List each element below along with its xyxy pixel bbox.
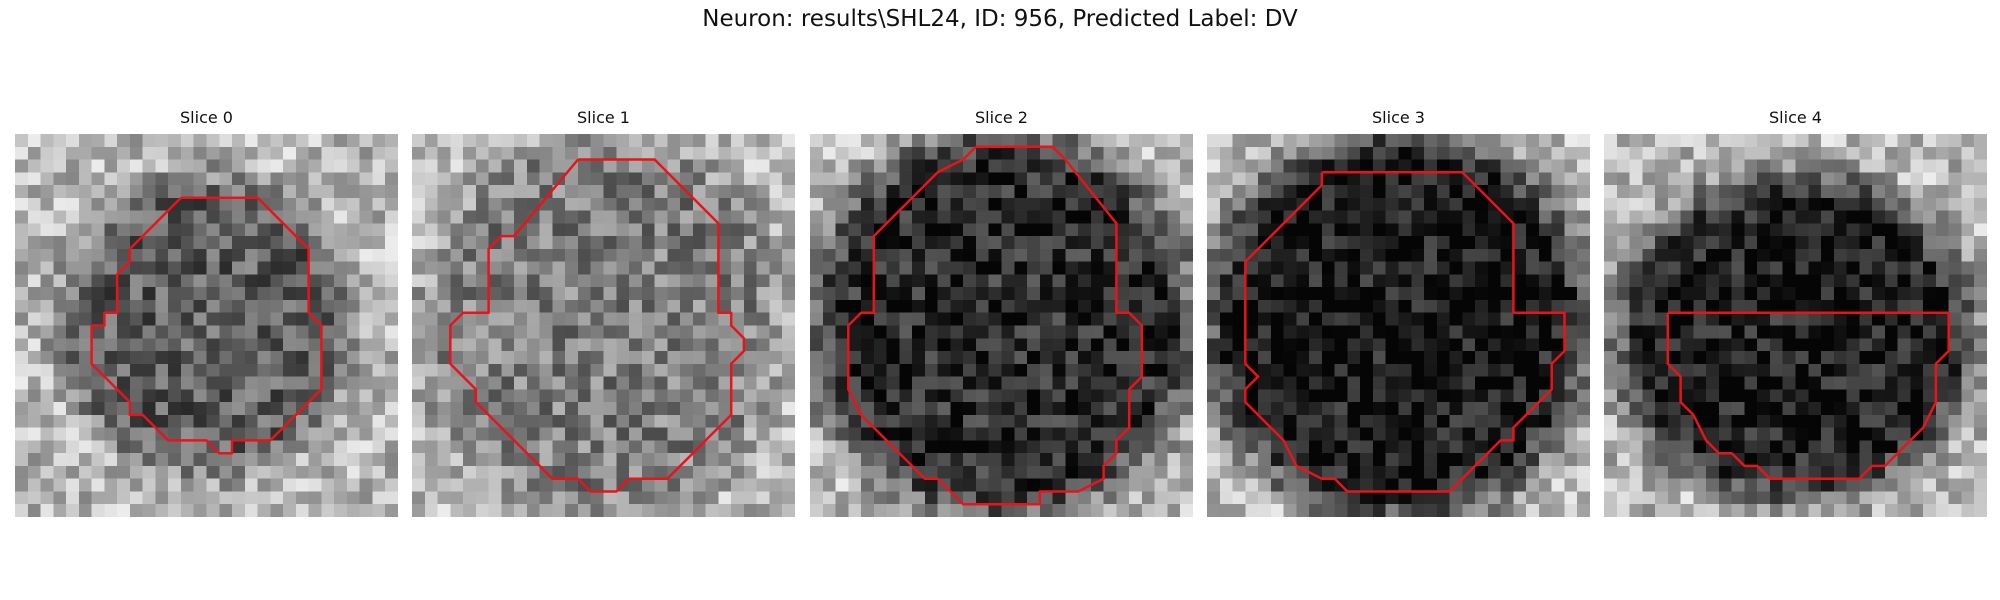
slice-title: Slice 3 <box>1372 108 1425 127</box>
grayscale-pixel-image <box>1207 134 1590 517</box>
contour-overlay <box>1244 171 1566 493</box>
slice-title: Slice 0 <box>180 108 233 127</box>
slice-panel-4: Slice 4 <box>1604 108 1987 517</box>
roi-contour <box>847 145 1144 506</box>
contour-overlay <box>847 145 1144 506</box>
slice-image <box>412 134 795 517</box>
contour-overlay <box>90 196 323 455</box>
slice-title: Slice 4 <box>1769 108 1822 127</box>
slice-panel-3: Slice 3 <box>1207 108 1590 517</box>
slice-image <box>1207 134 1590 517</box>
slice-panel-1: Slice 1 <box>412 108 795 517</box>
roi-contour <box>1666 311 1950 480</box>
slice-image <box>15 134 398 517</box>
slice-image <box>810 134 1193 517</box>
figure-title: Neuron: results\SHL24, ID: 956, Predicte… <box>702 6 1298 32</box>
roi-contour <box>90 196 323 455</box>
slice-panel-2: Slice 2 <box>810 108 1193 517</box>
contour-overlay <box>1666 311 1950 480</box>
slice-title: Slice 1 <box>577 108 630 127</box>
roi-contour <box>1244 171 1566 493</box>
contour-overlay <box>449 158 746 493</box>
slice-title: Slice 2 <box>975 108 1028 127</box>
slice-panel-0: Slice 0 <box>15 108 398 517</box>
slice-image <box>1604 134 1987 517</box>
grayscale-pixel-image <box>810 134 1193 517</box>
roi-contour <box>449 158 746 493</box>
